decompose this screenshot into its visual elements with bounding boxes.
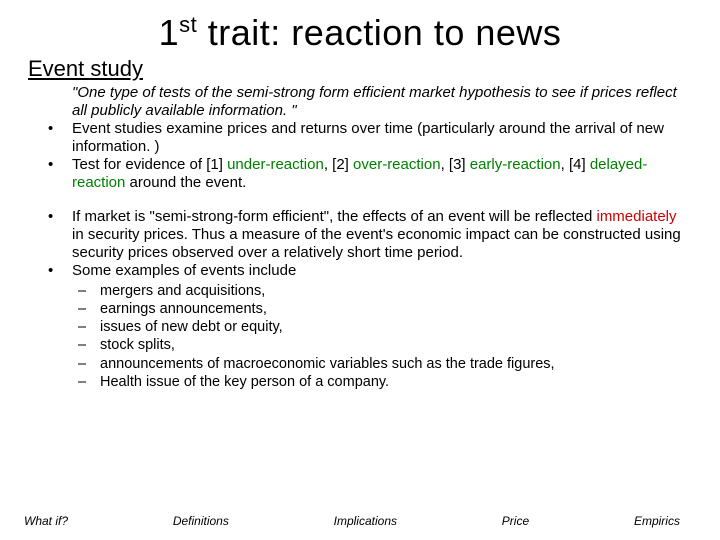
sub-3: issues of new debt or equity, [28,318,692,336]
quote-text: "One type of tests of the semi-strong fo… [72,84,692,120]
footer-price[interactable]: Price [502,514,529,528]
b2-text-d: , [4] [561,156,590,173]
title-sup: st [179,12,197,37]
sub-2: earnings announcements, [28,300,692,318]
subtitle: Event study [28,56,692,82]
sub-list: mergers and acquisitions, earnings annou… [28,282,692,391]
slide-title: 1st trait: reaction to news [28,12,692,54]
b3-text-b: in security prices. Thus a measure of th… [72,226,681,261]
sub-6: Health issue of the key person of a comp… [28,373,692,391]
bullet-4: Some examples of events include [28,262,692,280]
immediately: immediately [596,208,676,225]
b2-text-e: around the event. [125,174,246,191]
sub-4: stock splits, [28,336,692,354]
under-reaction: under-reaction [227,156,324,173]
bullet-2: Test for evidence of [1] under-reaction,… [28,156,692,192]
early-reaction: early-reaction [470,156,561,173]
footer-whatif[interactable]: What if? [24,514,68,528]
sub-5: announcements of macroeconomic variables… [28,355,692,373]
footer-implications[interactable]: Implications [334,514,397,528]
title-prefix: 1 [159,12,180,53]
bullet-list: Event studies examine prices and returns… [28,120,692,192]
title-rest: trait: reaction to news [197,12,561,53]
footer-definitions[interactable]: Definitions [173,514,229,528]
b2-text-a: Test for evidence of [1] [72,156,227,173]
over-reaction: over-reaction [353,156,441,173]
bullet-1: Event studies examine prices and returns… [28,120,692,156]
bullet-list-2: If market is "semi-strong-form efficient… [28,208,692,280]
b3-text-a: If market is "semi-strong-form efficient… [72,208,596,225]
sub-1: mergers and acquisitions, [28,282,692,300]
b2-text-c: , [3] [441,156,470,173]
bullet-3: If market is "semi-strong-form efficient… [28,208,692,262]
footer-empirics[interactable]: Empirics [634,514,680,528]
footer-nav: What if? Definitions Implications Price … [0,514,720,528]
b2-text-b: , [2] [324,156,353,173]
